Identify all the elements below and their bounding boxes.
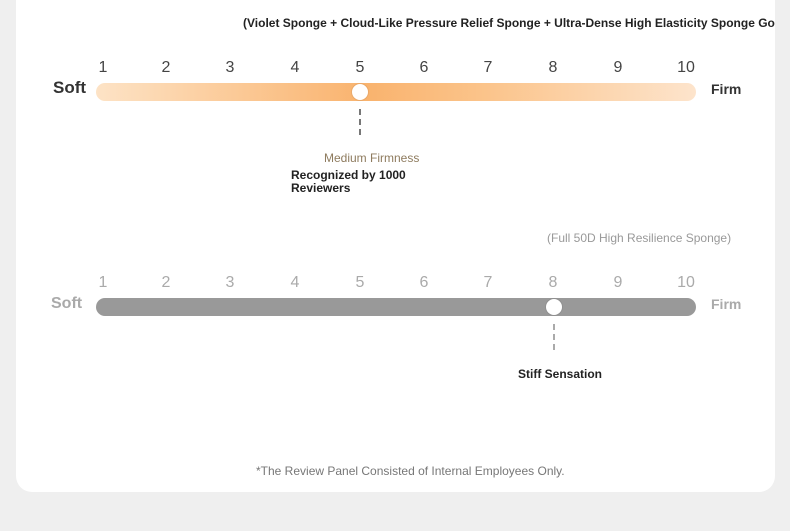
bottom-scale-number: 7: [483, 274, 493, 291]
footer-disclaimer: *The Review Panel Consisted of Internal …: [256, 464, 565, 478]
top-scale-number: 3: [225, 59, 235, 76]
top-firmness-track: [96, 83, 696, 101]
bottom-soft-label: Soft: [51, 295, 83, 312]
top-firmness-knob: [352, 84, 368, 100]
bottom-marker-dash: [553, 324, 555, 350]
bottom-scale-number: 5: [355, 274, 365, 291]
bottom-marker-note: Stiff Sensation: [518, 367, 603, 381]
bottom-scale-number: 4: [290, 274, 300, 291]
bottom-firmness-track: [96, 298, 696, 316]
top-scale-number: 1: [98, 59, 108, 76]
bottom-scale-number: 1: [98, 274, 108, 291]
top-marker-note: Recognized by 1000 Reviewers: [291, 168, 406, 195]
top-scale-number: 5: [355, 59, 365, 76]
bottom-firmness-knob: [546, 299, 562, 315]
top-scale-number: 6: [419, 59, 429, 76]
top-scale-number: 7: [483, 59, 493, 76]
comparison-card: (Violet Sponge + Cloud-Like Pressure Rel…: [16, 0, 775, 492]
top-scale-number: 8: [548, 59, 558, 76]
top-scale-caption: (Violet Sponge + Cloud-Like Pressure Rel…: [243, 16, 775, 30]
top-scale-number: 2: [161, 59, 171, 76]
top-scale-number: 4: [290, 59, 300, 76]
top-marker-title: Medium Firmness: [324, 151, 420, 165]
top-scale-number: 9: [613, 59, 623, 76]
top-soft-label: Soft: [53, 78, 87, 97]
bottom-firm-label: Firm: [711, 296, 742, 312]
bottom-scale-number: 9: [613, 274, 623, 291]
bottom-scale-caption: (Full 50D High Resilience Sponge): [547, 231, 732, 245]
bottom-scale-number: 10: [677, 274, 695, 291]
bottom-scale-number: 2: [161, 274, 171, 291]
bottom-scale-number: 6: [419, 274, 429, 291]
bottom-scale-number: 8: [548, 274, 558, 291]
top-scale-number: 10: [677, 59, 695, 76]
top-firm-label: Firm: [711, 81, 742, 97]
bottom-scale-number: 3: [225, 274, 235, 291]
top-marker-dash: [359, 109, 361, 135]
